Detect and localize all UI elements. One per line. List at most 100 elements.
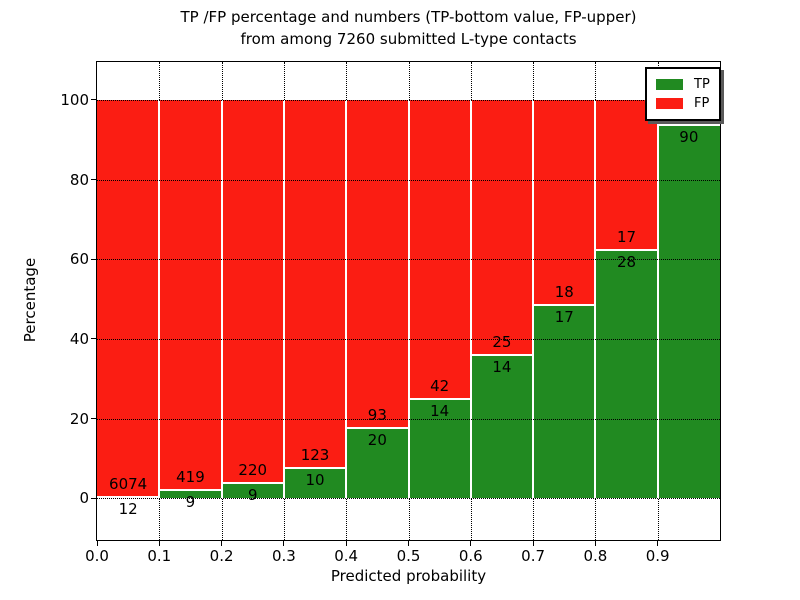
bar-label-tp: 9 [247,485,258,504]
bar-segment-tp [283,468,347,499]
bar-segment-tp [470,355,534,499]
x-axis-label: Predicted probability [330,567,487,585]
bar-edge-separator [408,397,471,400]
bar-segment-fp [595,99,658,251]
chart-title-line1: TP /FP percentage and numbers (TP-bottom… [180,8,637,26]
bar-label-fp: 25 [492,333,512,352]
bar-segment-fp [283,99,347,469]
bar-label-tp: 20 [367,430,387,449]
x-tick-mark [158,541,160,546]
bar-segment-tp [595,250,658,499]
bar-edge-vertical [220,99,223,499]
x-tick-mark [408,541,409,546]
x-tick-label: 0.3 [271,547,296,565]
chart-title-line2: from among 7260 submitted L-type contact… [240,30,577,48]
bar-label-tp: 17 [554,307,574,326]
tp-legend-swatch [656,79,683,90]
y-tick-mark [91,179,96,180]
y-tick-mark [91,338,96,340]
bar-segment-tp [346,427,409,499]
bar-label-fp: 18 [554,282,574,301]
x-tick-label: 0.7 [521,547,546,565]
bar-label-tp: 14 [492,358,512,377]
bar-label-tp: 12 [118,500,138,519]
bar-edge-separator [97,496,160,499]
bar-edge-vertical [407,99,410,499]
bar-segment-tp [159,489,222,499]
grid-line-horizontal [97,498,720,500]
bar-label-tp: 14 [430,401,450,420]
x-tick-mark [594,541,596,546]
bar-label-fp: 17 [616,228,637,247]
bar-segment-tp [408,398,471,499]
bar-segment-fp [221,99,284,483]
bar-edge-vertical [532,99,535,499]
bar-label-tp: 90 [679,127,699,146]
bar-edge-separator [533,303,596,306]
y-tick-label: 60 [69,250,89,269]
grid-line-horizontal [97,99,720,101]
bar-segment-tp [533,304,596,499]
x-tick-label: 0.0 [85,547,109,565]
x-tick-label: 0.4 [334,547,359,565]
y-tick-label: 80 [69,170,89,189]
y-tick-label: 0 [79,489,89,508]
fp-legend-swatch [656,98,683,109]
legend: TP FP [645,67,721,121]
x-tick-label: 0.6 [458,547,483,565]
bar-segment-fp [97,99,160,498]
bar-label-fp: 220 [238,460,268,479]
y-tick-mark [91,418,96,419]
bar-label-tp: 28 [616,253,637,272]
y-tick-label: 40 [69,329,89,348]
plot-area: 6074124199220912310932042142514181717286… [96,61,721,541]
x-tick-mark [283,541,285,546]
x-tick-label: 0.5 [396,547,421,565]
bar-label-fp: 123 [300,446,330,465]
x-tick-label: 0.2 [209,547,234,565]
legend-item-tp: TP [656,75,710,94]
bar-edge-separator [346,426,409,429]
bar-edge-separator [470,354,534,357]
y-tick-label: 100 [60,90,89,109]
grid-line-horizontal [97,338,720,340]
bar-label-fp: 93 [367,405,387,424]
x-tick-mark [657,541,659,546]
bar-segment-fp [159,99,222,490]
bar-segment-tp [657,124,720,499]
bar-edge-vertical [282,99,285,499]
bar-label-fp: 42 [430,376,450,395]
x-tick-mark [470,541,472,546]
bar-edge-vertical [158,99,161,499]
y-tick-label: 20 [69,409,89,428]
x-tick-label: 0.1 [147,547,172,565]
fp-legend-label: FP [694,96,710,111]
y-tick-mark [91,258,96,260]
tp-legend-label: TP [694,77,710,92]
x-tick-mark [532,541,534,546]
bar-edge-vertical [594,99,597,499]
x-tick-mark [345,541,347,546]
y-tick-mark [91,99,96,101]
bar-edge-vertical [469,99,472,499]
bar-label-tp: 9 [185,492,196,511]
grid-line-horizontal [97,418,720,420]
x-tick-mark [96,541,98,546]
chart-title: TP /FP percentage and numbers (TP-bottom… [97,6,720,50]
bar-segment-fp [470,99,534,356]
x-tick-label: 0.8 [583,547,608,565]
bar-edge-vertical [345,99,348,499]
bar-segment-tp [221,482,284,499]
grid-line-horizontal [97,179,720,181]
legend-item-fp: FP [656,94,710,113]
bar-segment-fp [408,99,471,399]
bar-edge-separator [159,488,222,491]
bar-edge-separator [595,249,658,252]
x-tick-label: 0.9 [645,547,670,565]
x-tick-mark [221,541,223,546]
bar-label-fp: 6074 [109,475,148,494]
grid-line-horizontal [97,259,720,261]
bar-edge-vertical [656,99,659,499]
y-axis-label: Percentage [21,257,39,343]
bar-segment-fp [346,99,409,428]
